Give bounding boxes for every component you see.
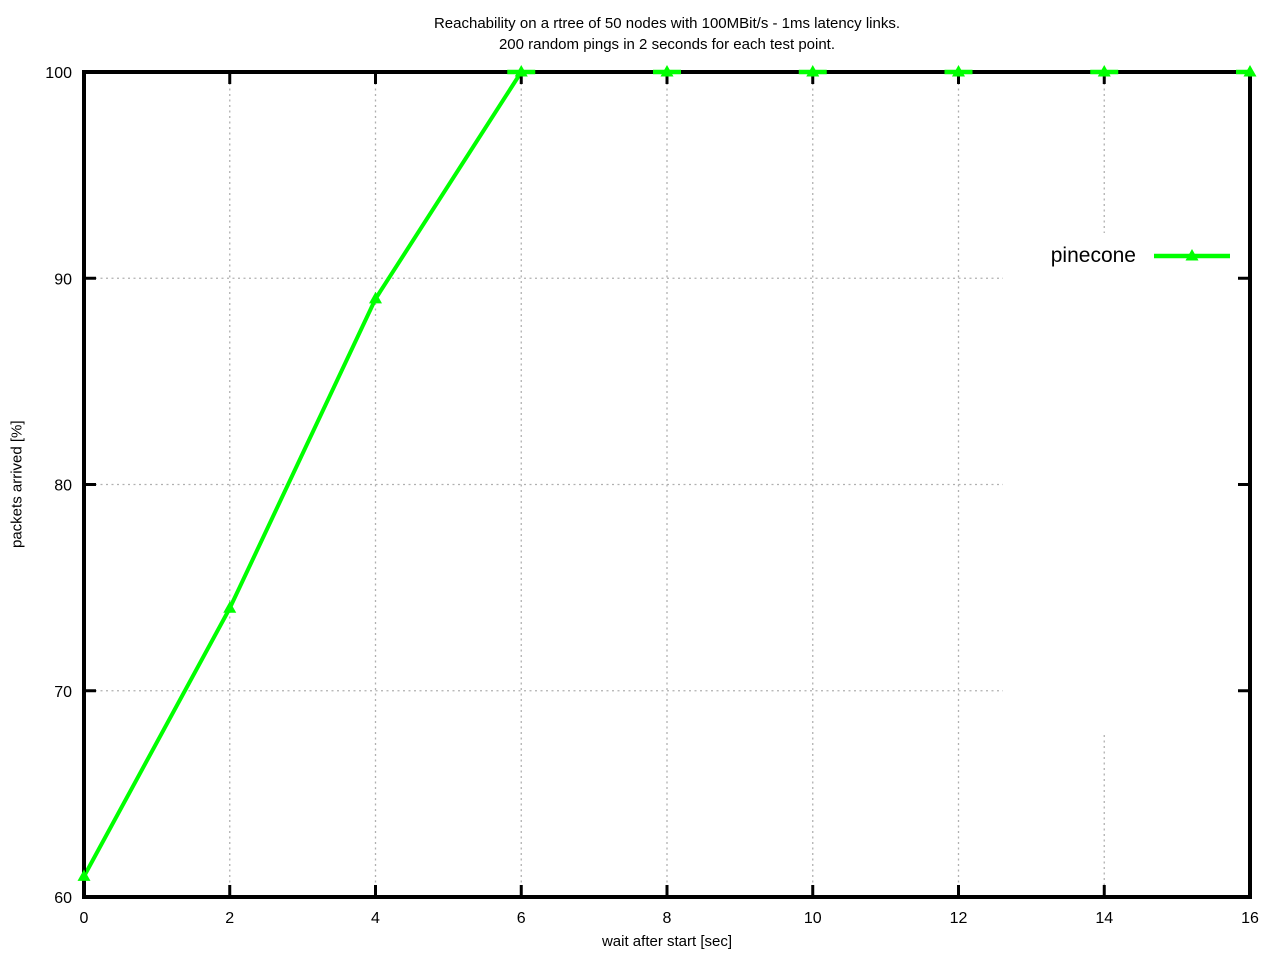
x-tick-label: 2 bbox=[225, 910, 234, 927]
x-tick-label: 14 bbox=[1095, 910, 1113, 927]
data-point-marker bbox=[514, 65, 528, 77]
legend: pinecone bbox=[1051, 244, 1232, 268]
y-tick-label: 90 bbox=[54, 271, 72, 288]
y-tick-label: 60 bbox=[54, 890, 72, 907]
y-tick-label: 80 bbox=[54, 478, 72, 495]
data-point-marker bbox=[952, 65, 965, 77]
x-tick-label: 12 bbox=[950, 910, 968, 927]
y-tick-label: 100 bbox=[45, 65, 72, 82]
x-tick-label: 0 bbox=[80, 910, 89, 927]
y-tick-label: 70 bbox=[54, 684, 72, 701]
chart-title-line2: 200 random pings in 2 seconds for each t… bbox=[498, 36, 836, 53]
chart-title-line1: Reachability on a rtree of 50 nodes with… bbox=[433, 15, 901, 32]
y-axis-label: packets arrived [%] bbox=[8, 420, 26, 549]
data-point-marker bbox=[1097, 65, 1111, 77]
data-point-marker bbox=[369, 291, 382, 304]
x-axis-label: wait after start [sec] bbox=[601, 933, 733, 950]
data-point-marker bbox=[660, 65, 674, 77]
legend-marker-triangle-icon bbox=[1185, 249, 1199, 261]
data-point-marker bbox=[223, 601, 237, 613]
x-tick-label: 8 bbox=[663, 910, 672, 927]
data-point-marker bbox=[1243, 65, 1257, 77]
legend-label: pinecone bbox=[1050, 244, 1136, 267]
legend-sample bbox=[1154, 249, 1230, 261]
chart-title: Reachability on a rtree of 50 nodes with… bbox=[84, 13, 1250, 55]
data-point-marker bbox=[806, 65, 820, 77]
x-tick-label: 16 bbox=[1241, 910, 1259, 927]
data-point-marker bbox=[77, 869, 91, 881]
x-tick-label: 10 bbox=[804, 910, 822, 927]
x-tick-label: 4 bbox=[371, 910, 380, 927]
x-tick-label: 6 bbox=[517, 910, 526, 927]
